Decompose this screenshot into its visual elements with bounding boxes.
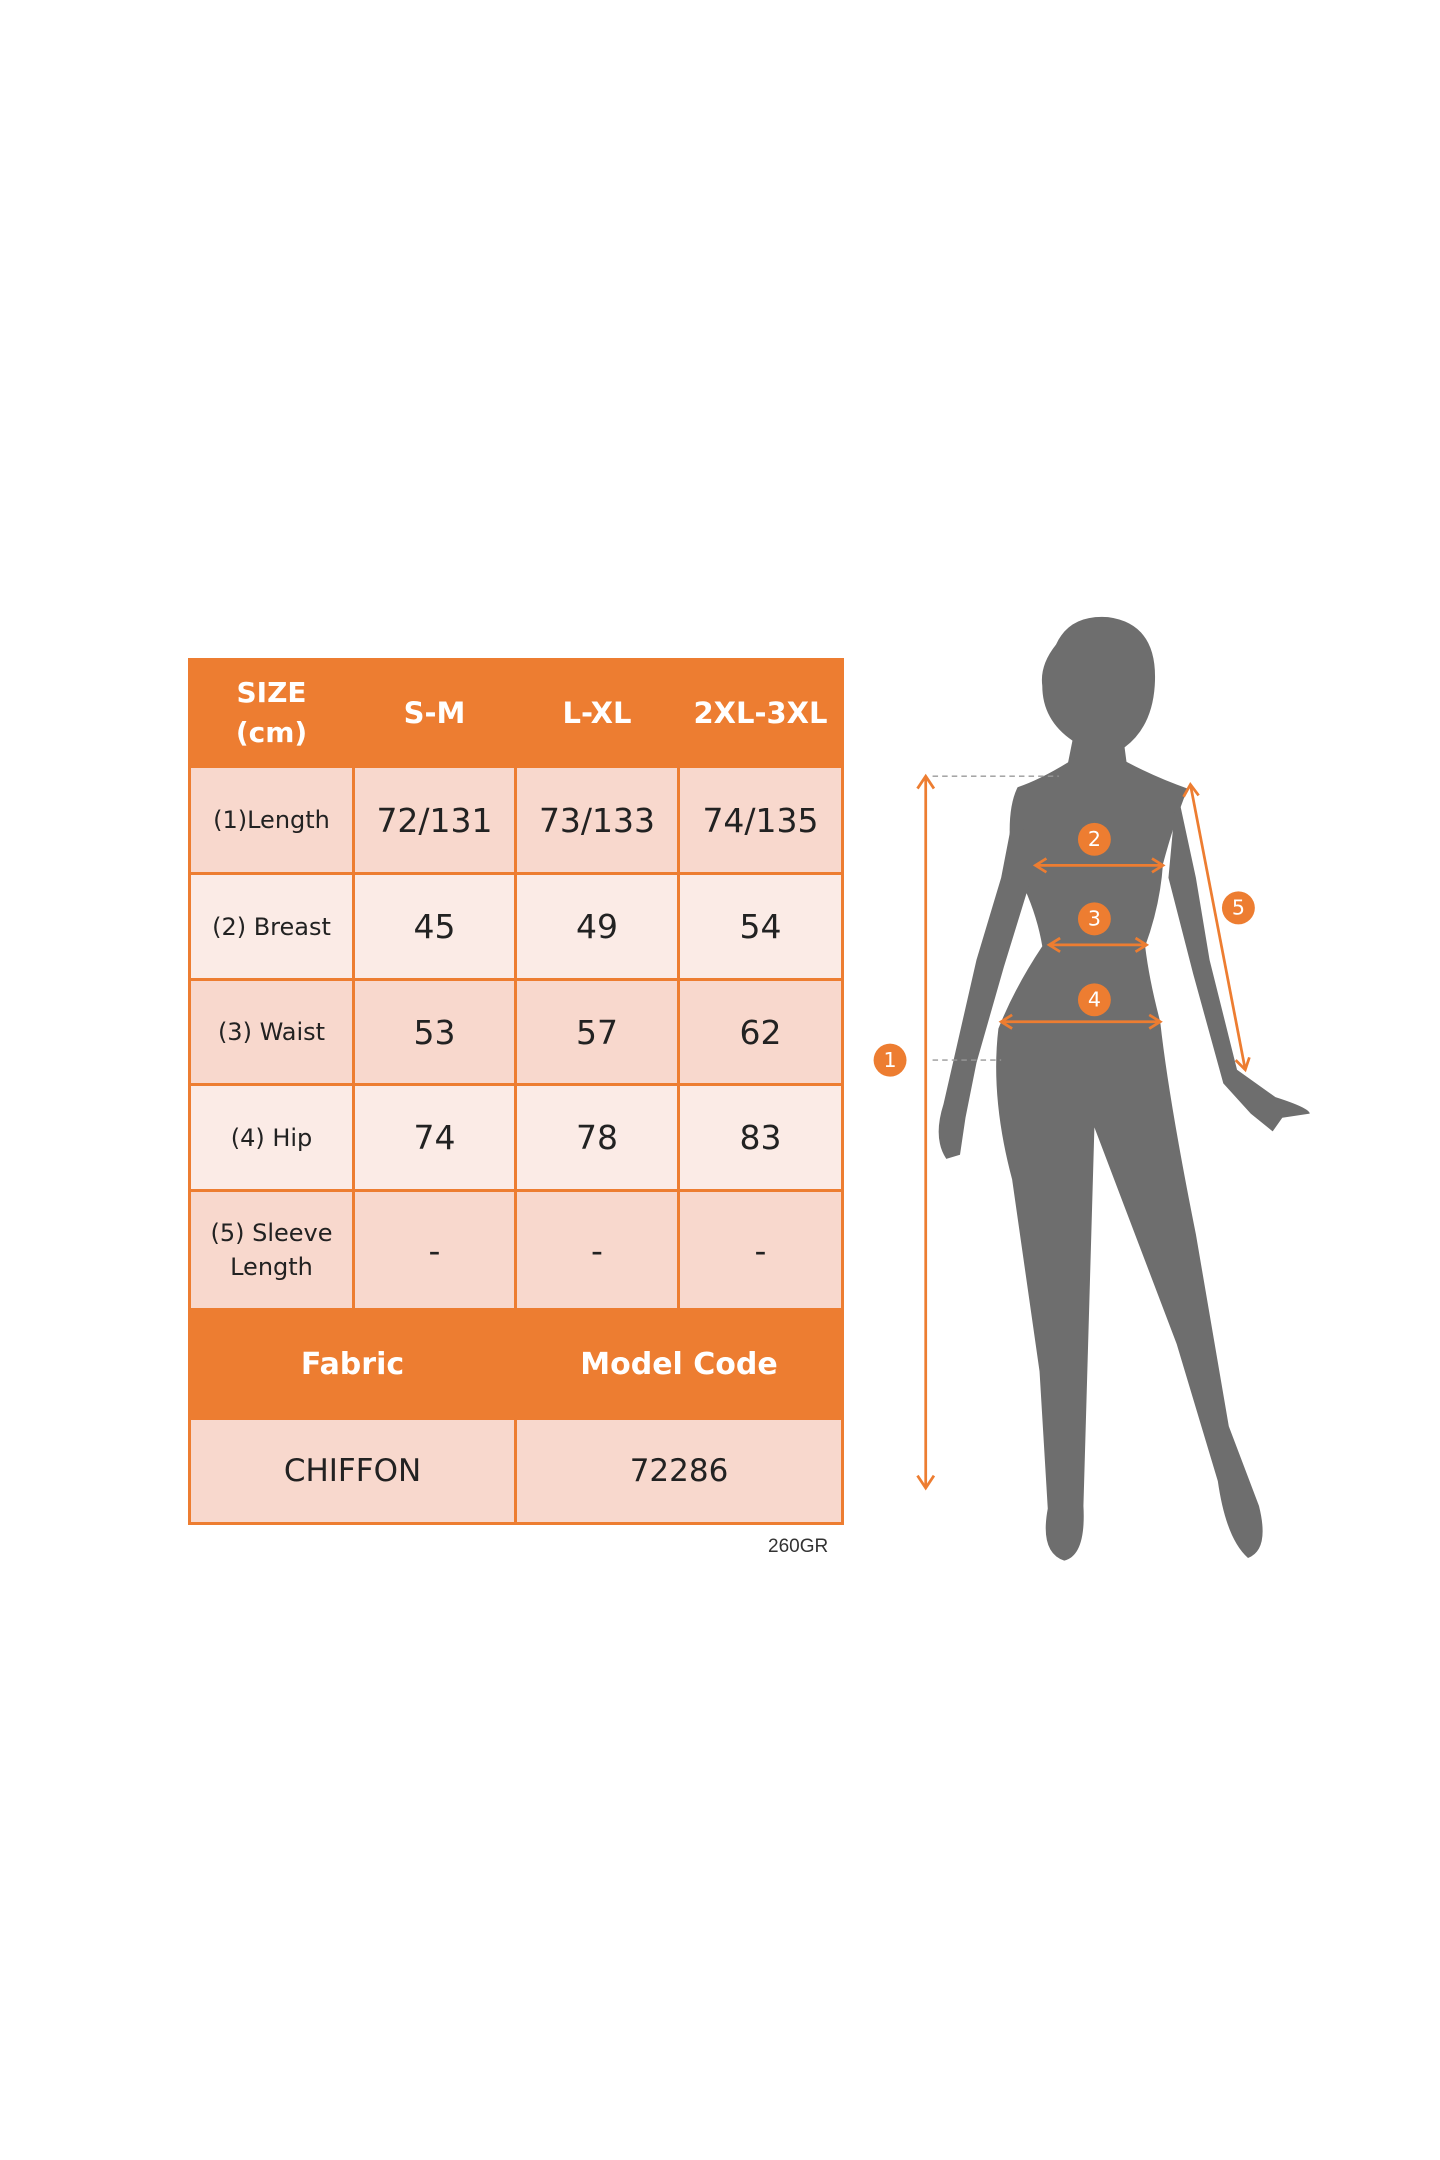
header-2xl-3xl: 2XL-3XL [677, 658, 844, 768]
cell: 72/131 [352, 765, 517, 875]
cell: 74 [352, 1083, 517, 1192]
table-row: (5) Sleeve Length - - - [188, 1189, 844, 1311]
guide-lines [932, 775, 1059, 1061]
sleeve-arrow [1189, 784, 1247, 1070]
right-arm [1168, 788, 1310, 1132]
row-label: (5) Sleeve Length [188, 1189, 355, 1311]
marker-5-circle [1221, 891, 1255, 925]
model-code-value: 72286 [514, 1417, 844, 1525]
cell: 78 [514, 1083, 680, 1192]
header-size-text: SIZE [236, 676, 307, 709]
marker-2: 2 [1088, 827, 1101, 851]
cell: 45 [352, 872, 517, 981]
row-label-line1: (5) Sleeve [210, 1219, 333, 1247]
marker-1: 1 [884, 1048, 897, 1072]
table-row: (2) Breast 45 49 54 [188, 872, 844, 981]
sleeve-arrow-heads [1182, 781, 1251, 1073]
marker-4-circle [1077, 983, 1111, 1017]
row-label: (4) Hip [188, 1083, 355, 1192]
header-l-xl: L-XL [514, 658, 680, 768]
cell: 83 [677, 1083, 844, 1192]
measurement-lines [916, 773, 1251, 1491]
head [1041, 616, 1156, 768]
header-row: SIZE (cm) S-M L-XL 2XL-3XL [188, 658, 844, 768]
marker-1-circle [873, 1043, 907, 1077]
fabric-header-row: Fabric Model Code [188, 1308, 844, 1420]
cell: - [352, 1189, 517, 1311]
fabric-weight: 260GR [768, 1536, 829, 1557]
torso-legs [996, 757, 1263, 1561]
length-arrow-head-bottom [916, 1474, 936, 1491]
table-row: (1)Length 72/131 73/133 74/135 [188, 765, 844, 875]
measurement-markers: 1 2 3 4 5 [873, 822, 1255, 1077]
cell: - [677, 1189, 844, 1311]
row-label-line2: Length [230, 1253, 313, 1281]
row-label: (1)Length [188, 765, 355, 875]
header-size: SIZE (cm) [188, 658, 355, 768]
marker-4: 4 [1088, 988, 1101, 1012]
table-row: (4) Hip 74 78 83 [188, 1083, 844, 1192]
marker-3-circle [1077, 902, 1111, 936]
cell: 53 [352, 978, 517, 1086]
cell: 62 [677, 978, 844, 1086]
cell: - [514, 1189, 680, 1311]
cell: 57 [514, 978, 680, 1086]
length-arrow-head-top [916, 773, 936, 790]
cell: 54 [677, 872, 844, 981]
marker-5: 5 [1232, 896, 1245, 920]
left-arm [938, 792, 1032, 1159]
row-label: (2) Breast [188, 872, 355, 981]
breast-arrow-heads [1032, 857, 1166, 874]
cell: 73/133 [514, 765, 680, 875]
cell: 74/135 [677, 765, 844, 875]
marker-3: 3 [1088, 907, 1101, 931]
waist-arrow-heads [1046, 936, 1150, 953]
header-unit-text: (cm) [235, 716, 308, 749]
model-code-label: Model Code [514, 1308, 844, 1420]
cell: 49 [514, 872, 680, 981]
size-chart-table: SIZE (cm) S-M L-XL 2XL-3XL (1)Length 72/1… [188, 658, 844, 1525]
table-row: (3) Waist 53 57 62 [188, 978, 844, 1086]
hip-arrow-heads [998, 1013, 1163, 1030]
woman-silhouette [938, 616, 1310, 1561]
marker-2-circle [1077, 822, 1111, 856]
fabric-value: CHIFFON [188, 1417, 517, 1525]
fabric-label: Fabric [188, 1308, 517, 1420]
header-s-m: S-M [352, 658, 517, 768]
fabric-value-row: CHIFFON 72286 [188, 1417, 844, 1525]
row-label: (3) Waist [188, 978, 355, 1086]
